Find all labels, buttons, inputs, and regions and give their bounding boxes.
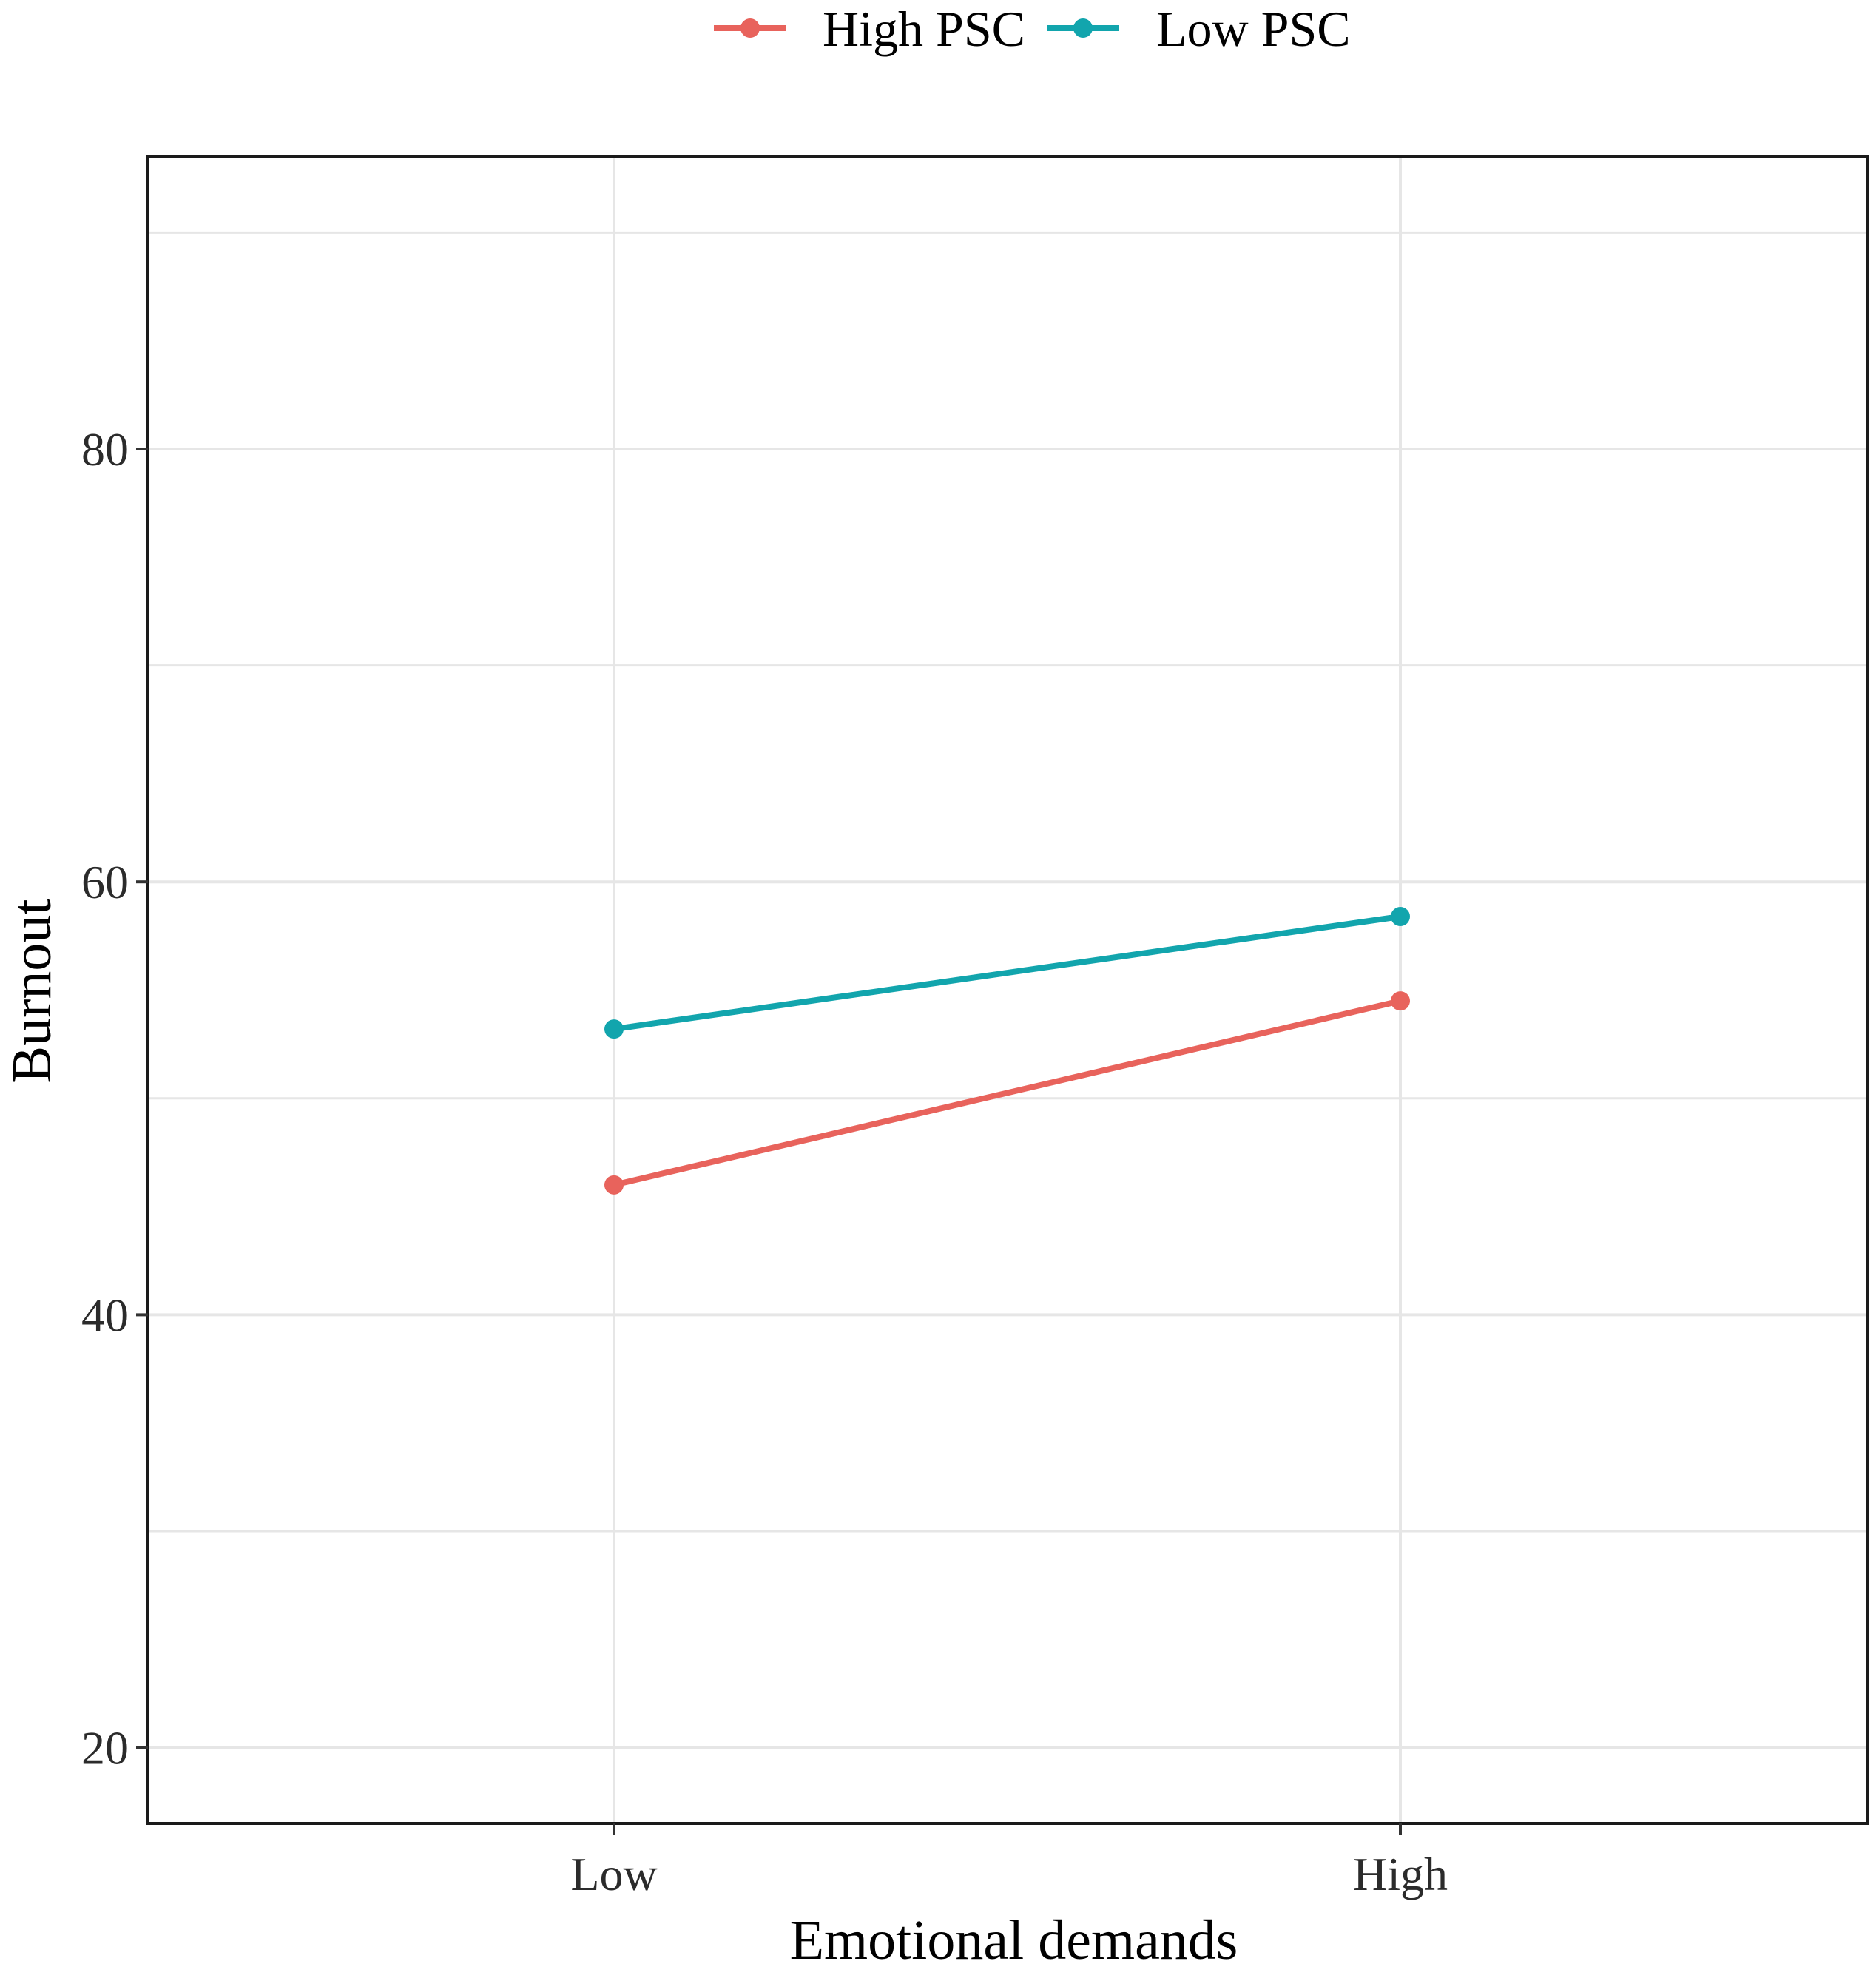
legend-label: High PSC (823, 1, 1025, 57)
plot-border (146, 155, 1869, 1825)
series-0 (604, 991, 1410, 1195)
legend-marker (1073, 18, 1093, 38)
y-tick-label: 80 (81, 423, 129, 476)
x-tick-label: Low (570, 1848, 657, 1900)
data-point (1391, 907, 1410, 927)
y-tick-label: 20 (81, 1722, 129, 1775)
legend-item: High PSC (714, 1, 1025, 57)
y-tick-label: 40 (81, 1289, 129, 1341)
grid-layer (148, 157, 1868, 1823)
series-line (611, 914, 1403, 1033)
data-point (1391, 991, 1410, 1011)
series-line (611, 998, 1403, 1188)
series-1 (604, 907, 1410, 1039)
legend-label: Low PSC (1156, 1, 1351, 57)
legend: High PSC Low PSC (714, 1, 1351, 57)
x-axis-title: Emotional demands (790, 1909, 1238, 1971)
y-tick-label: 60 (81, 856, 129, 908)
x-tick-label: High (1353, 1848, 1448, 1900)
data-point (604, 1019, 624, 1039)
data-point (604, 1175, 624, 1195)
series-layer (604, 907, 1410, 1195)
legend-marker (740, 18, 760, 38)
axis-layer: 20 40 60 80 Low High (81, 423, 1448, 1900)
y-axis-title: Burnout (1, 899, 63, 1083)
legend-item: Low PSC (1047, 1, 1351, 57)
